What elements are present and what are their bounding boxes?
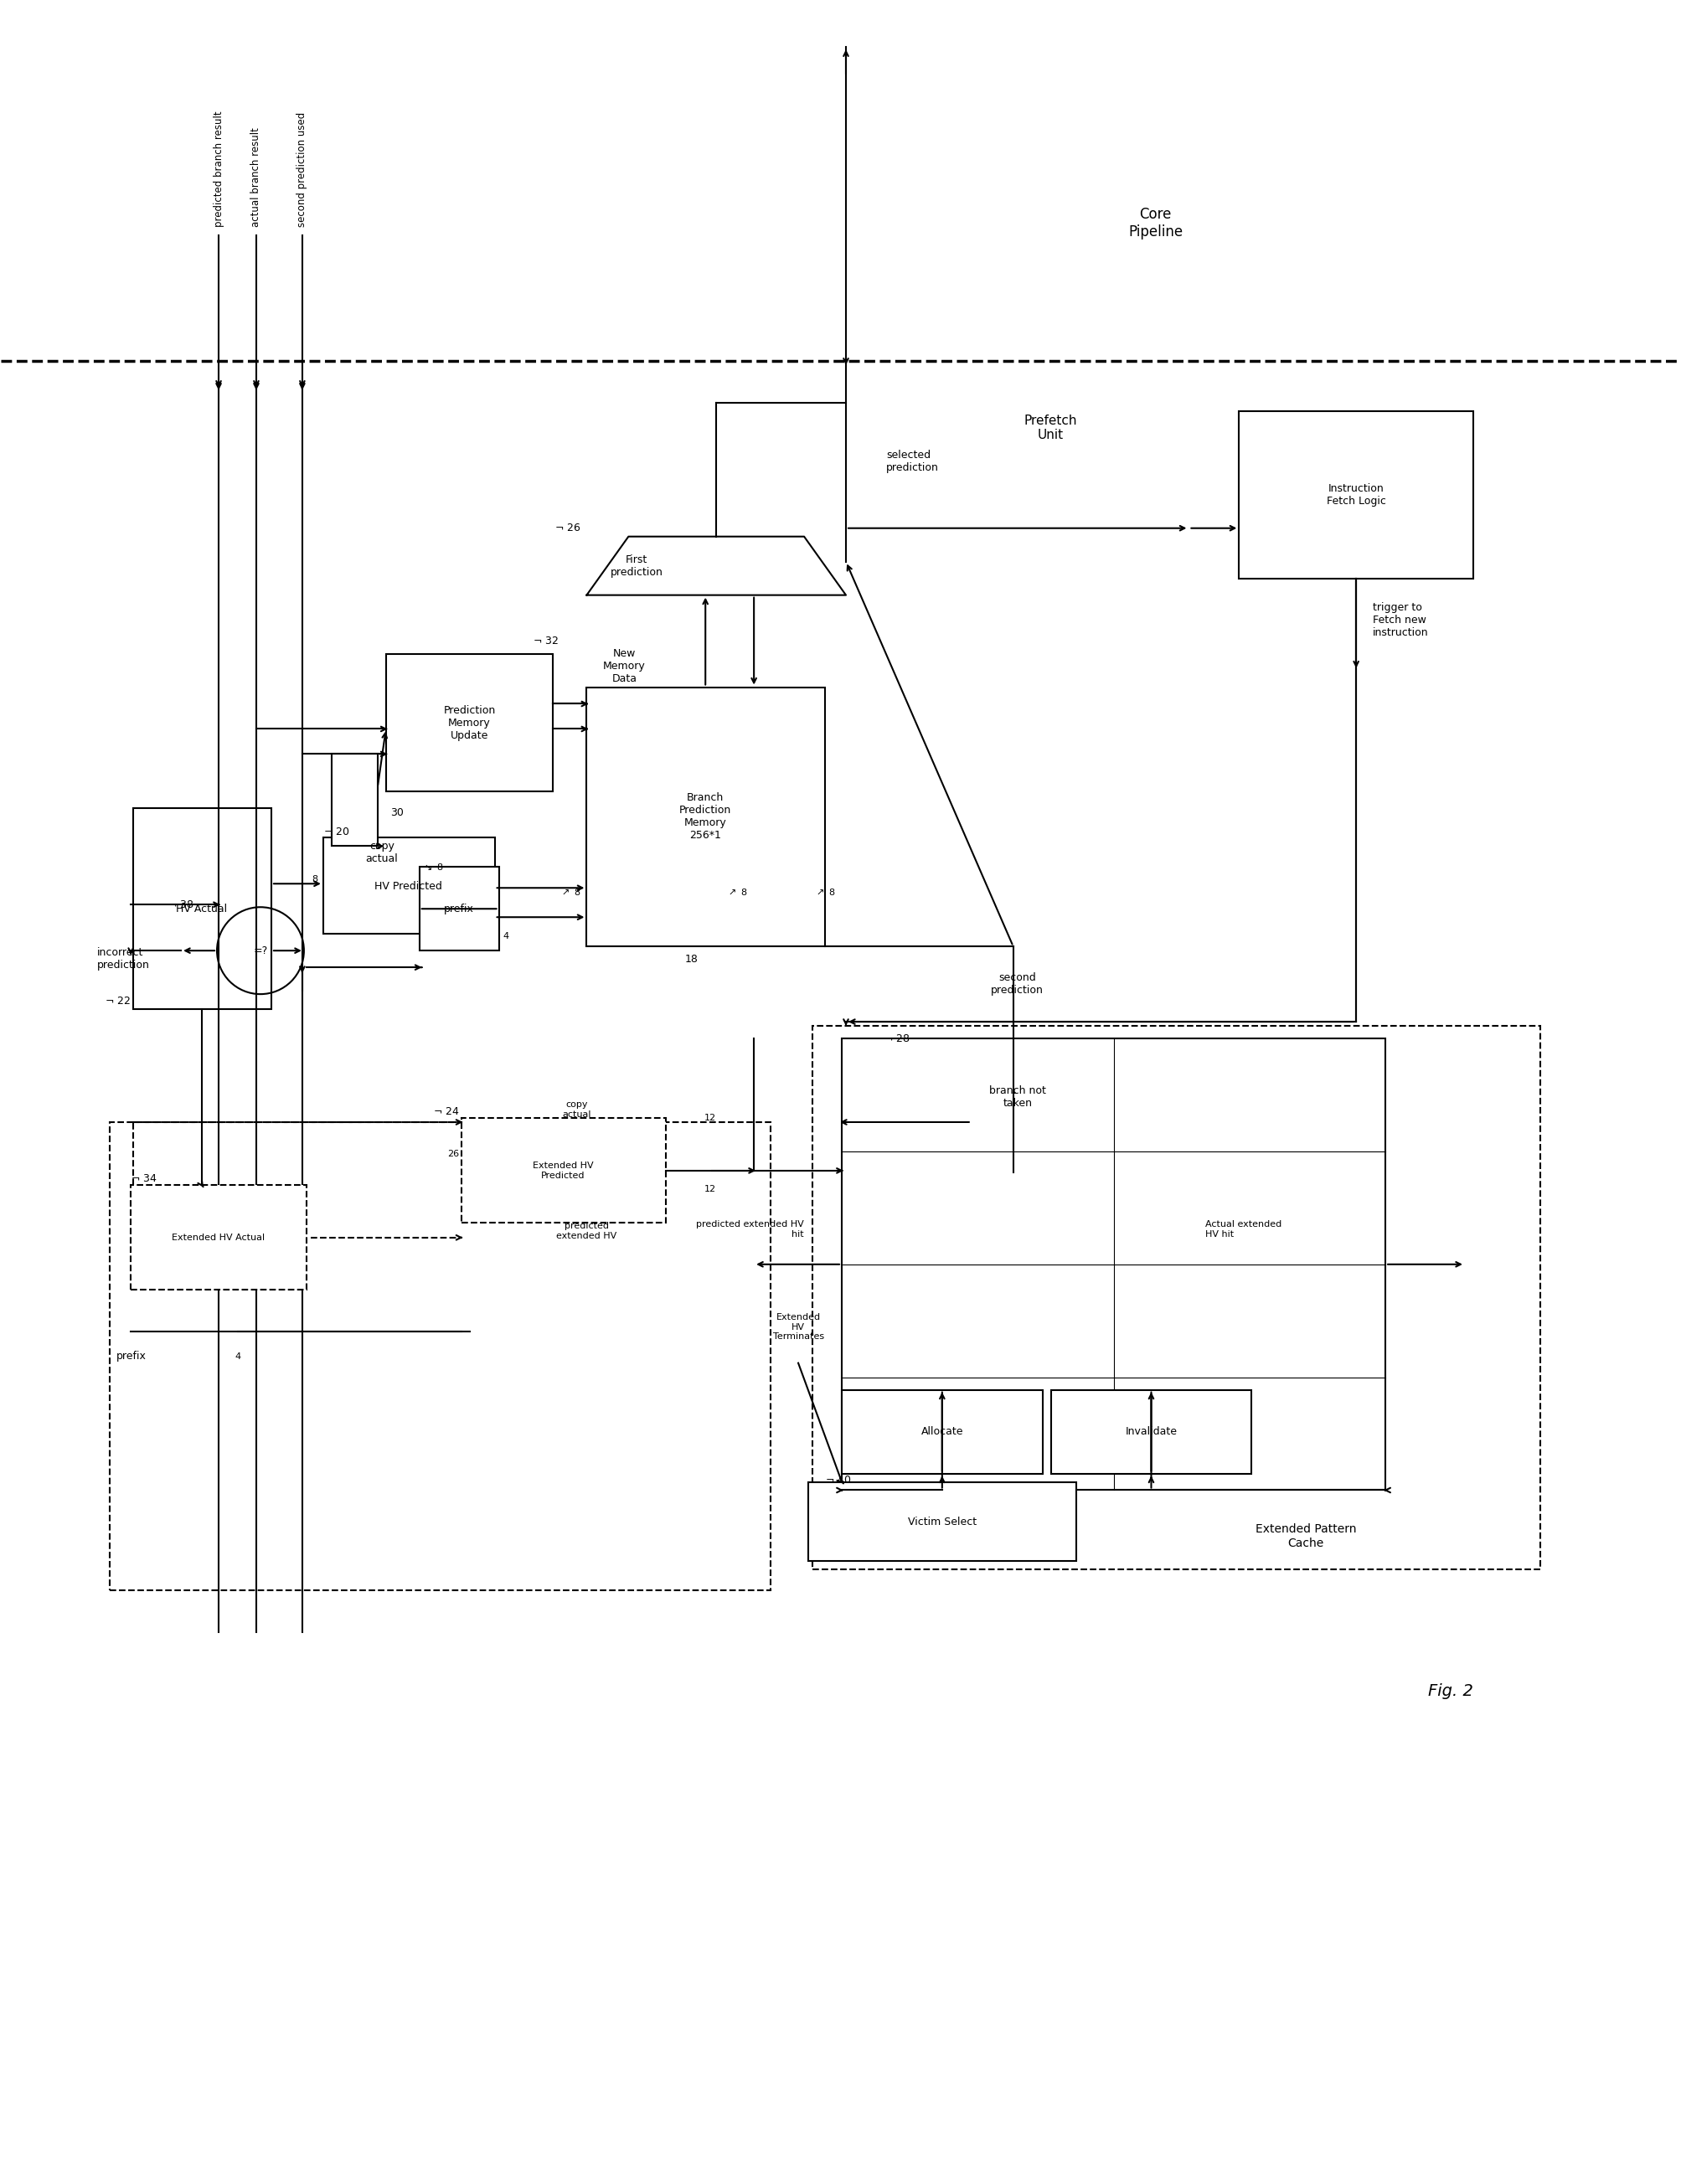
Text: HV Actual: HV Actual	[177, 904, 227, 915]
Text: 4: 4	[235, 1352, 240, 1361]
Text: actual branch result: actual branch result	[250, 127, 262, 227]
Bar	[1051, 1389, 1252, 1474]
Text: predicted
extended HV: predicted extended HV	[556, 1221, 617, 1241]
Text: 12: 12	[704, 1186, 716, 1192]
Text: 30: 30	[390, 808, 403, 819]
Bar	[1239, 411, 1473, 579]
Text: 4: 4	[503, 933, 508, 941]
Text: Fig. 2: Fig. 2	[1429, 1684, 1473, 1699]
Text: predicted extended HV
hit: predicted extended HV hit	[696, 1221, 804, 1238]
Bar	[323, 839, 494, 935]
Text: Prefetch
Unit: Prefetch Unit	[1024, 415, 1078, 441]
Text: Instruction
Fetch Logic: Instruction Fetch Logic	[1326, 483, 1385, 507]
Text: branch not
taken: branch not taken	[988, 1085, 1046, 1109]
Text: trigger to
Fetch new
instruction: trigger to Fetch new instruction	[1373, 603, 1429, 638]
Text: Victim Select: Victim Select	[908, 1516, 977, 1527]
Text: $\nearrow$ 8: $\nearrow$ 8	[726, 887, 748, 898]
Text: $\neg$ 40: $\neg$ 40	[825, 1474, 852, 1485]
Text: Prediction
Memory
Update: Prediction Memory Update	[444, 705, 496, 740]
Text: HV Predicted: HV Predicted	[375, 880, 442, 891]
Text: incorrect
prediction: incorrect prediction	[97, 948, 150, 970]
Bar	[842, 1037, 1385, 1489]
Bar	[461, 1118, 666, 1223]
Text: Extended HV Actual: Extended HV Actual	[171, 1234, 266, 1243]
Text: Extended
HV
Terminates: Extended HV Terminates	[773, 1313, 824, 1341]
Bar	[109, 1123, 770, 1590]
Text: $\neg$ 24: $\neg$ 24	[434, 1107, 459, 1118]
Text: Branch
Prediction
Memory
256*1: Branch Prediction Memory 256*1	[679, 793, 731, 841]
Bar	[133, 808, 271, 1009]
Text: Invalidate: Invalidate	[1125, 1426, 1177, 1437]
Text: $\neg$ 28: $\neg$ 28	[884, 1033, 909, 1044]
Text: Extended HV
Predicted: Extended HV Predicted	[533, 1162, 593, 1179]
Bar	[842, 1389, 1042, 1474]
Text: $\neg$ 26: $\neg$ 26	[555, 522, 582, 533]
Text: 8: 8	[313, 876, 318, 885]
Text: prefix: prefix	[116, 1352, 146, 1363]
Bar	[131, 1186, 306, 1289]
Text: $\nearrow$ 8: $\nearrow$ 8	[814, 887, 835, 898]
Bar	[587, 688, 825, 946]
Text: predicted branch result: predicted branch result	[213, 111, 224, 227]
Text: $\nearrow$ 8: $\nearrow$ 8	[560, 887, 580, 898]
Text: $\searrow$ 8: $\searrow$ 8	[422, 863, 444, 871]
Text: 12: 12	[704, 1114, 716, 1123]
Text: copy
actual: copy actual	[365, 841, 398, 865]
Text: second
prediction: second prediction	[992, 972, 1044, 996]
Text: Extended Pattern
Cache: Extended Pattern Cache	[1256, 1524, 1357, 1548]
Bar	[387, 653, 553, 791]
Text: selected
prediction: selected prediction	[886, 450, 938, 474]
Text: $\neg$ 38: $\neg$ 38	[166, 900, 193, 911]
Text: prefix: prefix	[444, 904, 474, 915]
Text: Allocate: Allocate	[921, 1426, 963, 1437]
Bar	[812, 1026, 1540, 1570]
Text: New
Memory
Data: New Memory Data	[603, 649, 646, 684]
Text: =?: =?	[254, 946, 267, 957]
Text: 18: 18	[684, 954, 698, 965]
Text: Core
Pipeline: Core Pipeline	[1128, 207, 1183, 238]
Text: $\neg$ 22: $\neg$ 22	[104, 996, 131, 1007]
Text: 26: 26	[447, 1149, 459, 1158]
Text: $\neg$ 32: $\neg$ 32	[533, 636, 558, 646]
Text: second prediction used: second prediction used	[298, 111, 308, 227]
Bar	[809, 1481, 1076, 1562]
Text: $\neg$ 20: $\neg$ 20	[323, 826, 350, 836]
Bar	[419, 867, 499, 950]
Text: First
prediction: First prediction	[610, 555, 664, 577]
Text: $\neg$ 34: $\neg$ 34	[131, 1173, 158, 1184]
Text: copy
actual: copy actual	[561, 1101, 592, 1118]
Bar	[331, 753, 378, 845]
Text: Actual extended
HV hit: Actual extended HV hit	[1205, 1221, 1283, 1238]
Polygon shape	[587, 537, 846, 594]
